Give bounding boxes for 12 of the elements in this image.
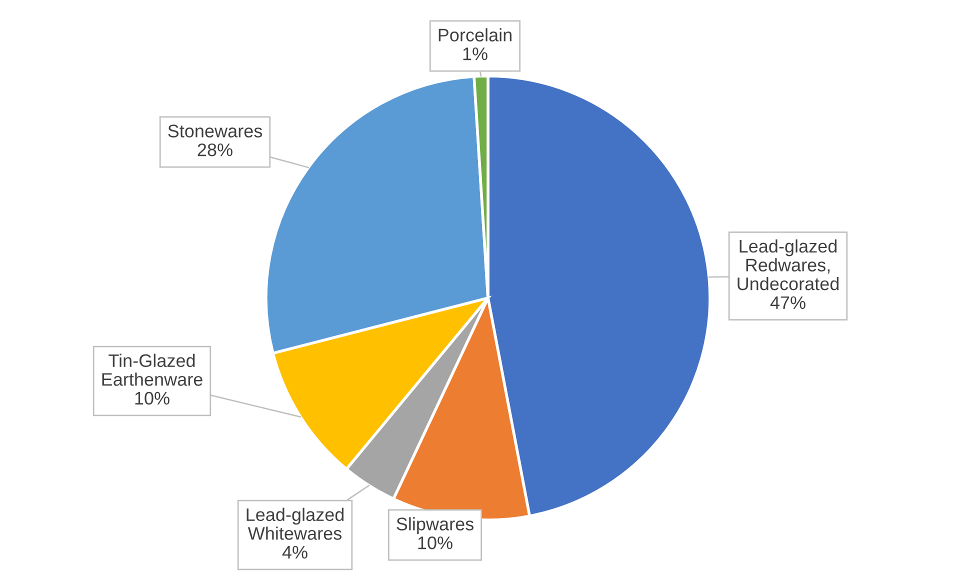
- slice-label: Lead-glazed Redwares, Undecorated: [738, 239, 839, 290]
- slice-label: Slipwares: [396, 517, 474, 534]
- slice-label: Tin-Glazed Earthenware: [102, 354, 202, 386]
- slice-label: Porcelain: [438, 28, 512, 42]
- data-label: 47%: [770, 296, 806, 309]
- data-label: 1%: [463, 48, 488, 60]
- slice-label: Stonewares: [168, 124, 262, 138]
- data-label: 4%: [282, 546, 308, 559]
- data-label: 10%: [135, 392, 170, 405]
- data-label: 28%: [198, 143, 232, 156]
- data-label: 10%: [418, 536, 452, 550]
- slice-label: Lead-glazed Whitewares: [246, 508, 344, 540]
